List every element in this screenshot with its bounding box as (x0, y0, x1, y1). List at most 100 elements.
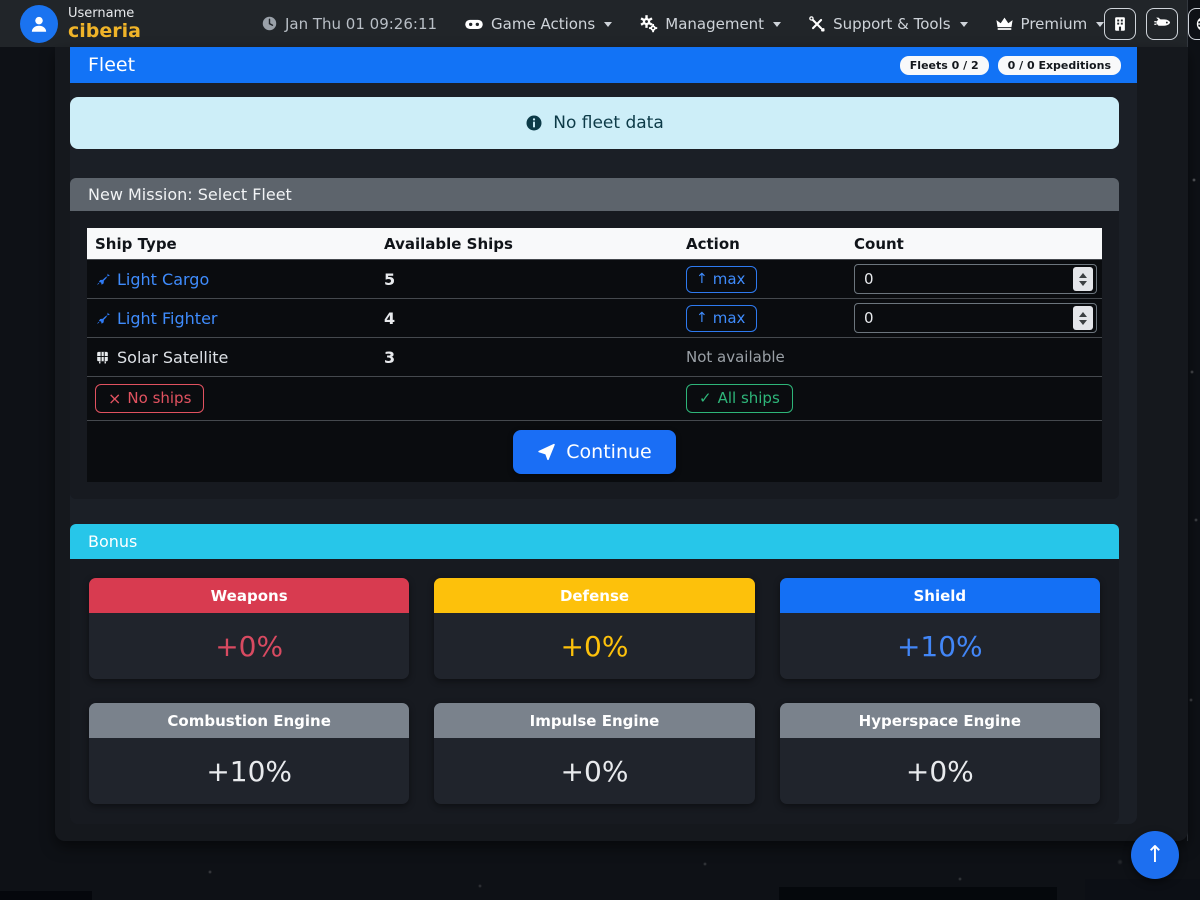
ship-link-light-cargo[interactable]: Light Cargo (95, 270, 209, 289)
not-available-text: Not available (686, 348, 785, 366)
col-available-ships: Available Ships (384, 234, 513, 253)
bonus-section: Bonus Weapons +0% Defense +0% Shield +1 (70, 524, 1119, 824)
spinner-down-icon (1079, 319, 1087, 325)
menu-management[interactable]: Management (639, 14, 782, 33)
avatar[interactable] (20, 4, 58, 43)
table-row: Solar Satellite 3 Not available (87, 337, 1102, 376)
background-debris (0, 891, 92, 900)
info-icon (526, 115, 542, 131)
bonus-grid: Weapons +0% Defense +0% Shield +10% Co (70, 559, 1119, 824)
rocket-icon (97, 312, 110, 324)
fleets-count-badge: Fleets 0 / 2 (899, 55, 989, 75)
number-spinner[interactable] (1073, 306, 1093, 330)
menu-support-tools[interactable]: Support & Tools (808, 14, 968, 33)
tools-icon (809, 15, 825, 31)
shuttle-icon (1153, 17, 1170, 26)
ship-name: Light Fighter (117, 308, 218, 328)
fleet-content: No fleet data New Mission: Select Fleet … (70, 97, 1119, 824)
number-spinner[interactable] (1073, 267, 1093, 291)
nav-quick-buttons (1104, 7, 1200, 40)
menu-label: Game Actions (491, 14, 596, 33)
x-icon: × (108, 388, 122, 408)
spinner-down-icon (1079, 280, 1087, 286)
continue-label: Continue (566, 440, 652, 463)
bonus-card-impulse-engine: Impulse Engine +0% (434, 703, 755, 804)
bonus-card-title: Combustion Engine (89, 703, 410, 738)
player-name: ciberia (68, 20, 141, 42)
available-count: 3 (384, 347, 396, 367)
bonus-card-value: +0% (560, 754, 629, 788)
bonus-card-defense: Defense +0% (434, 578, 755, 679)
alert-text: No fleet data (553, 113, 664, 133)
ship-link-light-fighter[interactable]: Light Fighter (95, 309, 218, 328)
continue-button[interactable]: Continue (513, 429, 676, 474)
bonus-card-value: +10% (896, 629, 983, 663)
chevron-down-icon (604, 22, 613, 27)
table-header-row: Ship Type Available Ships Action Count (87, 228, 1102, 259)
bonus-section-title: Bonus (70, 524, 1119, 559)
available-count: 5 (384, 269, 396, 289)
menu-label: Management (665, 14, 765, 33)
bonus-card-title: Defense (434, 578, 755, 613)
check-icon: ✓ (699, 389, 712, 407)
building-icon (1115, 16, 1126, 31)
nav-menu-group: Jan Thu 01 09:26:11 Game Actions (261, 14, 1105, 34)
count-input[interactable] (854, 303, 1097, 333)
player-info[interactable]: Username ciberia (20, 4, 141, 43)
buildings-button[interactable] (1104, 7, 1137, 40)
count-input[interactable] (854, 264, 1097, 294)
no-ships-label: No ships (127, 389, 192, 407)
menu-label: Support & Tools (833, 14, 951, 33)
menu-premium[interactable]: Premium (995, 14, 1105, 33)
username-label: Username (68, 6, 135, 21)
gamepad-icon (465, 19, 483, 29)
table-row: Light Fighter 4 ↑ max (87, 298, 1102, 337)
ship-name: Light Cargo (117, 269, 210, 289)
fleet-badges: Fleets 0 / 2 0 / 0 Expeditions (899, 55, 1121, 75)
person-icon (31, 16, 47, 32)
bonus-card-combustion-engine: Combustion Engine +10% (89, 703, 410, 804)
page-container: Fleet Fleets 0 / 2 0 / 0 Expeditions No … (55, 47, 1188, 841)
col-count: Count (854, 234, 904, 253)
bonus-card-title: Weapons (89, 578, 410, 613)
mission-section-body: Ship Type Available Ships Action Count (70, 211, 1119, 499)
background-debris (1085, 879, 1200, 900)
solar-panel-icon (97, 351, 108, 363)
bonus-card-weapons: Weapons +0% (89, 578, 410, 679)
table-row: Light Cargo 5 ↑ max (87, 259, 1102, 298)
scroll-to-top-button[interactable]: ↑ (1131, 831, 1179, 879)
bonus-card-hyperspace-engine: Hyperspace Engine +0% (779, 703, 1100, 804)
arrow-up-icon: ↑ (696, 270, 708, 287)
expeditions-count-badge: 0 / 0 Expeditions (997, 55, 1121, 75)
ship-solar-satellite: Solar Satellite (95, 348, 228, 367)
crown-icon (995, 17, 1013, 30)
app-window: Username ciberia Jan Thu 01 09:26:11 Gam… (0, 0, 1200, 841)
mission-section: New Mission: Select Fleet Ship Type Avai… (70, 178, 1119, 499)
mission-section-title: New Mission: Select Fleet (70, 178, 1119, 211)
bonus-card-title: Hyperspace Engine (779, 703, 1100, 738)
max-button[interactable]: ↑ max (686, 304, 758, 332)
count-field-wrap (854, 264, 1097, 294)
all-ships-button[interactable]: ✓ All ships (686, 384, 793, 413)
rocket-icon (97, 273, 110, 285)
max-button[interactable]: ↑ max (686, 265, 758, 293)
bonus-card-value: +0% (560, 629, 629, 663)
arrow-up-icon: ↑ (696, 309, 708, 326)
col-action: Action (686, 234, 740, 253)
max-label: max (712, 269, 746, 288)
fleet-button[interactable] (1146, 7, 1179, 40)
continue-row: Continue (87, 420, 1102, 482)
top-navbar: Username ciberia Jan Thu 01 09:26:11 Gam… (0, 0, 1200, 47)
count-field-wrap (854, 303, 1097, 333)
bonus-card-value: +0% (215, 629, 284, 663)
globe-icon (1197, 17, 1200, 30)
galaxy-button[interactable] (1188, 7, 1200, 40)
menu-game-actions[interactable]: Game Actions (464, 14, 613, 34)
chevron-down-icon (959, 22, 968, 27)
no-ships-button[interactable]: × No ships (95, 384, 205, 413)
arrow-up-icon: ↑ (1145, 842, 1165, 868)
max-label: max (712, 308, 746, 327)
page-title: Fleet (88, 54, 136, 76)
col-ship-type: Ship Type (95, 234, 177, 253)
bonus-card-shield: Shield +10% (779, 578, 1100, 679)
